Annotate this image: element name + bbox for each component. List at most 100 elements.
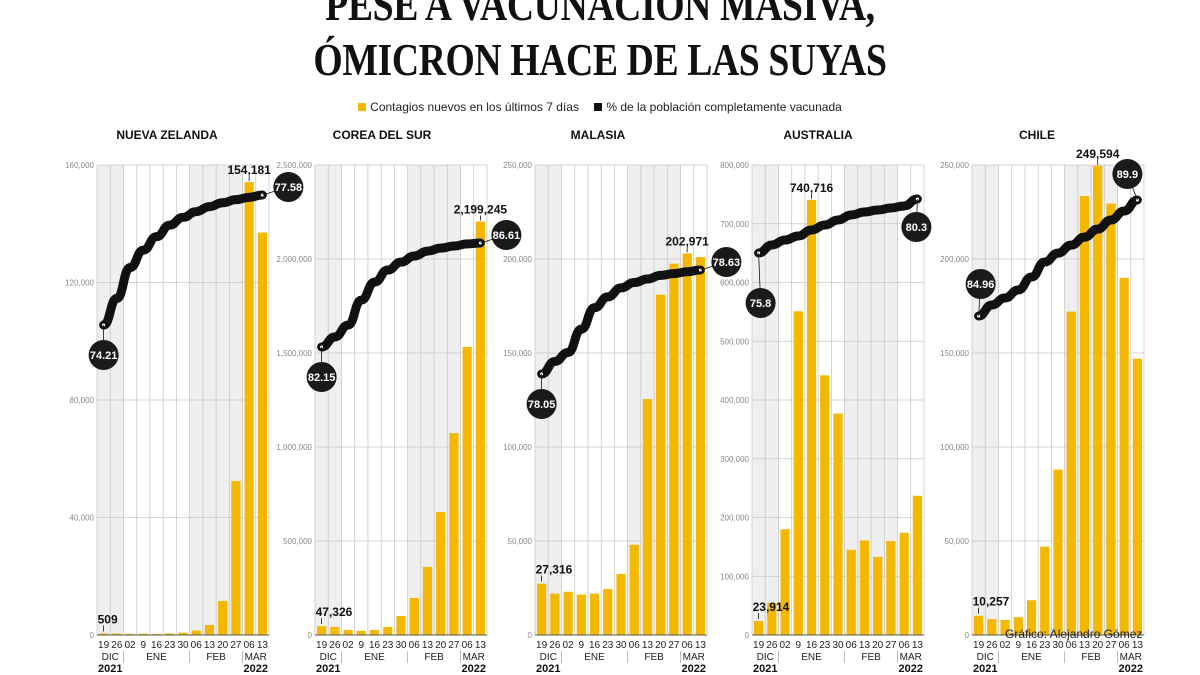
- line-start-bubble: [965, 269, 996, 299]
- line-end-value: 86.61: [493, 230, 521, 242]
- bar-cases: [151, 633, 162, 635]
- line-end-value: 80.3: [906, 222, 927, 234]
- x-tick-label: 13: [422, 640, 434, 651]
- x-tick-label: 13: [912, 640, 924, 651]
- month-label: FEB: [1081, 652, 1101, 663]
- first-bar-value: 23,914: [753, 600, 790, 614]
- x-tick-label: 06: [1119, 640, 1131, 651]
- x-tick-label: 06: [1066, 640, 1078, 651]
- x-tick-label: 20: [217, 640, 229, 651]
- legend-label-cases: Contagios nuevos en los últimos 7 días: [370, 100, 579, 114]
- credit: Gráfico: Alejandro Gómez: [1005, 627, 1143, 641]
- x-tick-label: 23: [1039, 640, 1051, 651]
- x-tick-label: 16: [151, 640, 163, 651]
- line-end-value: 77.58: [275, 182, 303, 194]
- x-tick-label: 13: [1132, 640, 1144, 651]
- x-tick-label: 02: [1000, 640, 1012, 651]
- bar-cases: [422, 566, 433, 635]
- first-bar-value: 509: [98, 613, 118, 627]
- x-tick-label: 23: [819, 640, 831, 651]
- bar-cases: [656, 294, 666, 635]
- bar-cases: [317, 626, 327, 635]
- line-start-value: 82.15: [308, 372, 336, 384]
- year-label-start: 2021: [973, 663, 997, 675]
- bar-cases: [356, 630, 366, 635]
- x-tick-label: 16: [1026, 640, 1038, 651]
- x-tick-label: 06: [244, 640, 256, 651]
- bar-cases: [589, 593, 600, 635]
- y-tick-label: 700,000: [720, 220, 749, 229]
- bar-cases: [330, 627, 340, 635]
- y-tick-label: 200,000: [503, 255, 532, 264]
- y-tick-label: 150,000: [503, 349, 532, 358]
- y-tick-label: 2,000,000: [276, 255, 312, 264]
- shaded-week-column: [972, 165, 986, 635]
- bar-cases: [475, 221, 485, 636]
- bar-cases: [1093, 165, 1103, 635]
- x-tick-label: 19: [973, 640, 985, 651]
- month-label: MAR: [683, 652, 705, 663]
- x-tick-label: 13: [859, 640, 871, 651]
- max-bar-value: 740,716: [790, 181, 834, 195]
- bar-cases: [396, 616, 406, 635]
- bar-cases: [642, 399, 653, 635]
- year-label-start: 2021: [753, 663, 777, 675]
- x-tick-label: 27: [230, 640, 242, 651]
- month-label: ENE: [364, 652, 385, 663]
- bar-cases: [449, 433, 459, 635]
- x-tick-label: 30: [615, 640, 627, 651]
- vaccination-line: [974, 195, 1142, 321]
- max-bar-value: 2,199,245: [454, 203, 508, 217]
- bar-cases: [1013, 617, 1023, 635]
- month-label: ENE: [801, 652, 822, 663]
- x-tick-label: 27: [1105, 640, 1117, 651]
- vaccination-line: [99, 190, 267, 330]
- bar-cases: [1119, 277, 1129, 635]
- year-label-end: 2022: [244, 663, 268, 675]
- month-label: MAR: [900, 652, 922, 663]
- bar-cases: [682, 253, 692, 635]
- bar-cases: [244, 182, 254, 635]
- headline-line-2: ÓMICRON HACE DE LAS SUYAS: [313, 34, 887, 85]
- chart-title-4: CHILE: [1019, 128, 1055, 142]
- bar-cases: [695, 257, 705, 635]
- x-tick-label: 06: [899, 640, 911, 651]
- y-tick-label: 1,000,000: [276, 443, 312, 452]
- x-tick-label: 26: [549, 640, 561, 651]
- x-tick-label: 02: [125, 640, 137, 651]
- line-end-bubble: [273, 172, 304, 202]
- bar-cases: [820, 375, 830, 635]
- x-tick-label: 19: [316, 640, 328, 651]
- line-start-value: 84.96: [967, 279, 995, 291]
- x-tick-label: 13: [1079, 640, 1091, 651]
- y-tick-label: 120,000: [65, 279, 94, 288]
- y-tick-label: 300,000: [720, 455, 749, 464]
- x-tick-label: 26: [329, 640, 341, 651]
- line-start-value: 74.21: [90, 350, 118, 362]
- x-tick-label: 20: [1092, 640, 1104, 651]
- line-start-value: 75.8: [750, 298, 771, 310]
- x-tick-label: 9: [579, 640, 585, 651]
- bar-cases: [1066, 311, 1076, 635]
- shaded-week-column: [407, 165, 421, 635]
- y-tick-label: 0: [745, 631, 750, 640]
- y-tick-label: 40,000: [70, 514, 95, 523]
- bar-cases: [191, 630, 201, 635]
- y-tick-label: 100,000: [940, 443, 969, 452]
- bar-cases: [576, 594, 586, 635]
- month-label: MAR: [463, 652, 485, 663]
- y-tick-label: 250,000: [503, 161, 532, 170]
- bar-cases: [974, 615, 984, 635]
- bar-cases: [436, 512, 446, 635]
- y-tick-label: 600,000: [720, 279, 749, 288]
- shaded-week-column: [328, 165, 342, 635]
- bar-cases: [1079, 196, 1090, 635]
- bar-cases: [859, 540, 870, 635]
- bar-cases: [1026, 600, 1037, 635]
- x-tick-label: 13: [642, 640, 654, 651]
- bar-cases: [833, 413, 843, 635]
- x-tick-label: 26: [986, 640, 998, 651]
- y-tick-label: 400,000: [720, 396, 749, 405]
- x-tick-label: 23: [164, 640, 176, 651]
- bar-cases: [1132, 358, 1142, 635]
